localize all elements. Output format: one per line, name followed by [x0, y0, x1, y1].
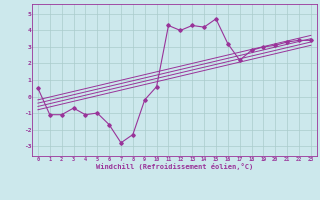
X-axis label: Windchill (Refroidissement éolien,°C): Windchill (Refroidissement éolien,°C): [96, 163, 253, 170]
